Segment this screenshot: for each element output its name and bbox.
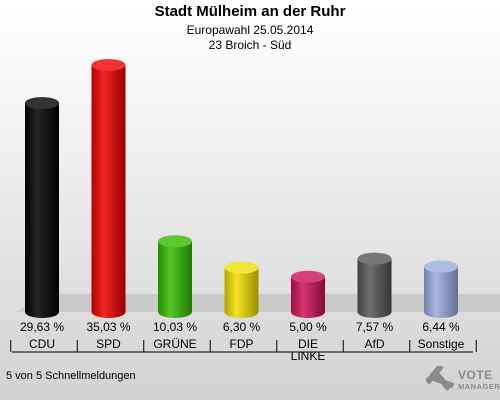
district-subtitle: 23 Broich - Süd (208, 38, 292, 52)
value-label-fdp: 6,30 % (223, 320, 261, 334)
value-label-spd: 35,03 % (86, 320, 130, 334)
bar-die-linke (291, 270, 325, 318)
value-label-afd: 7,57 % (356, 320, 394, 334)
value-label-cdu: 29,63 % (20, 320, 64, 334)
category-label-cdu: CDU (29, 337, 55, 351)
vote-manager-logo (426, 366, 455, 391)
reporting-status: 5 von 5 Schnellmeldungen (6, 370, 136, 382)
category-label-sonstige: Sonstige (418, 337, 465, 351)
bar-cdu (25, 97, 59, 318)
chart-title: Stadt Mülheim an der Ruhr (154, 3, 346, 20)
bar-fdp (224, 261, 259, 318)
bar-spd (91, 59, 126, 318)
logo-text-manager: MANAGER (458, 382, 500, 391)
bar-sonstige (424, 260, 458, 318)
category-label-fdp: FDP (230, 337, 254, 351)
bar-afd (357, 252, 392, 318)
category-label-die-linke: DIE (298, 337, 318, 351)
category-label-afd: AfD (364, 337, 384, 351)
value-label-sonstige: 6,44 % (422, 320, 460, 334)
logo-text-vote: VOTE (458, 368, 493, 382)
category-label-die-linke: LINKE (291, 349, 326, 363)
value-label-die-linke: 5,00 % (289, 320, 327, 334)
category-label-spd: SPD (96, 337, 121, 351)
value-label-gruene: 10,03 % (153, 320, 197, 334)
election-subtitle: Europawahl 25.05.2014 (186, 23, 314, 37)
bar-gruene (158, 235, 192, 318)
category-label-gruene: GRÜNE (153, 337, 196, 351)
